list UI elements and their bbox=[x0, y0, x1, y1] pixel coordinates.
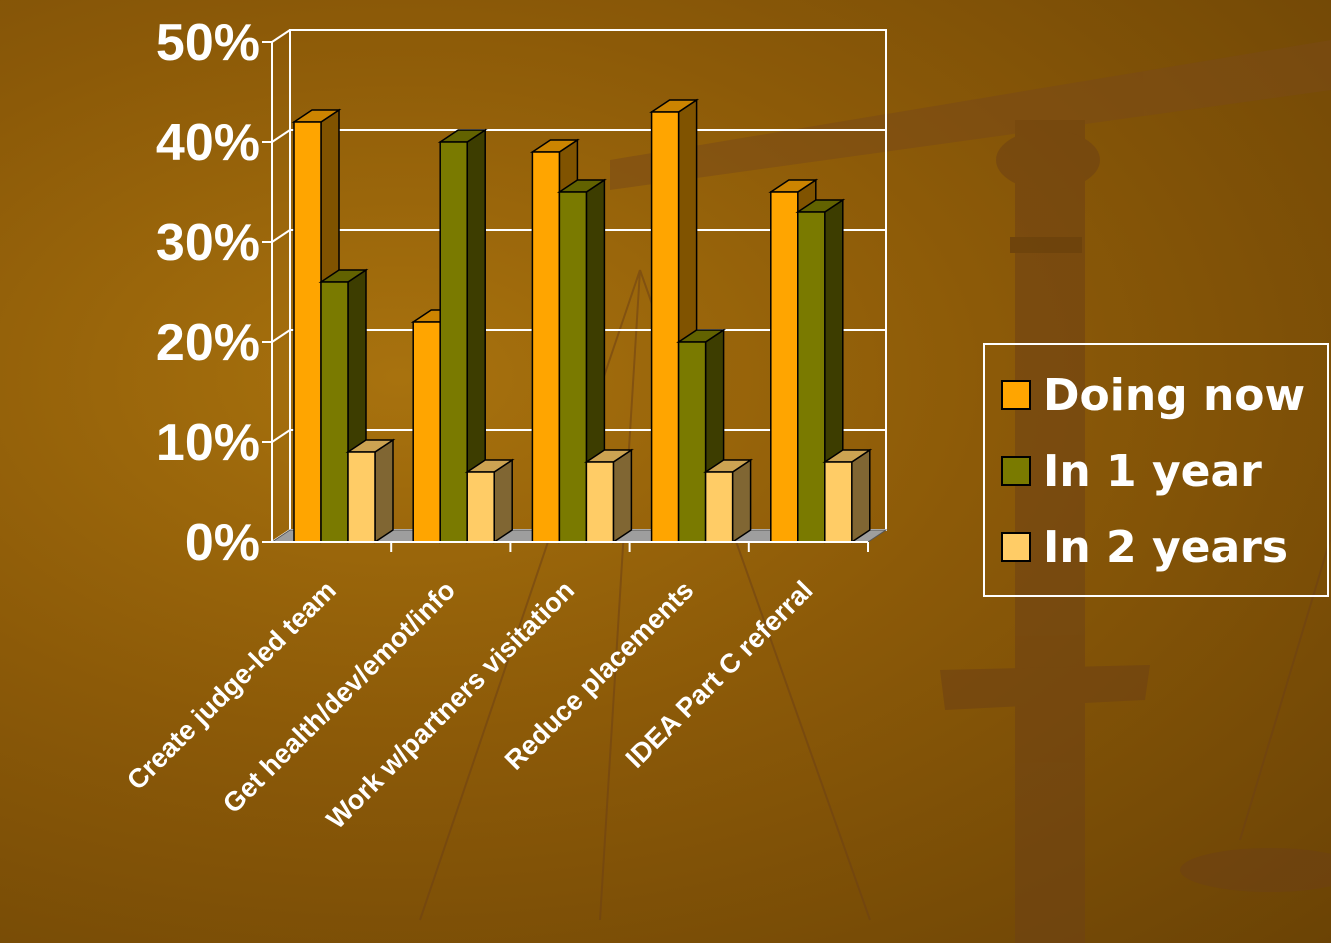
bar-front bbox=[293, 121, 322, 543]
legend-item-in-1-year: In 1 year bbox=[1001, 441, 1262, 501]
bar-front bbox=[412, 321, 441, 543]
legend: Doing now In 1 year In 2 years bbox=[983, 343, 1329, 597]
x-tick-label: Get health/dev/emot/info bbox=[217, 575, 461, 819]
bar-front bbox=[797, 211, 826, 543]
bar bbox=[556, 178, 607, 544]
bar-side bbox=[851, 448, 871, 544]
bar bbox=[345, 438, 396, 544]
bar bbox=[822, 448, 873, 544]
legend-swatch-in-2-years bbox=[1001, 532, 1031, 562]
gridline-depth bbox=[271, 129, 291, 143]
y-tick-label: 30% bbox=[156, 214, 260, 272]
bar-front bbox=[704, 471, 734, 543]
bar-side bbox=[731, 458, 752, 544]
y-tick-label: 10% bbox=[156, 414, 260, 472]
bar-side bbox=[612, 448, 633, 544]
bar-front bbox=[347, 451, 376, 543]
bar-front bbox=[531, 151, 561, 543]
bar-front bbox=[466, 471, 495, 543]
bar-front bbox=[770, 191, 799, 543]
legend-swatch-in-1-year bbox=[1001, 456, 1031, 486]
legend-label: In 1 year bbox=[1043, 445, 1262, 497]
bar-front bbox=[439, 141, 468, 543]
bar bbox=[703, 458, 754, 544]
legend-label: In 2 years bbox=[1043, 521, 1289, 573]
bar-front bbox=[650, 111, 680, 543]
bar-side bbox=[493, 458, 513, 544]
y-tick-label: 50% bbox=[156, 14, 260, 72]
gridline-depth bbox=[271, 429, 291, 443]
legend-item-in-2-years: In 2 years bbox=[1001, 517, 1288, 577]
scale-of-justice-illustration bbox=[419, 40, 1331, 943]
bar-front bbox=[585, 461, 615, 543]
bar bbox=[464, 458, 515, 544]
bars-layer bbox=[291, 98, 873, 544]
bar-side bbox=[374, 438, 394, 544]
x-tick-label: Create judge-led team bbox=[121, 575, 342, 796]
gridline-depth bbox=[271, 29, 291, 43]
legend-swatch-doing-now bbox=[1001, 380, 1031, 410]
bar-front bbox=[320, 281, 349, 543]
y-tick-label: 0% bbox=[185, 514, 260, 572]
legend-label: Doing now bbox=[1043, 369, 1306, 421]
bar bbox=[795, 198, 846, 544]
gridline-depth bbox=[271, 229, 291, 243]
bar-front bbox=[677, 341, 707, 543]
bar bbox=[583, 448, 634, 544]
bar-front bbox=[558, 191, 588, 543]
y-tick-label: 40% bbox=[156, 114, 260, 172]
bar bbox=[437, 128, 488, 544]
legend-item-doing-now: Doing now bbox=[1001, 365, 1305, 425]
gridline-depth bbox=[271, 329, 291, 343]
y-tick-label: 20% bbox=[156, 314, 260, 372]
bar-front bbox=[824, 461, 853, 543]
x-tick-label: Work w/partners visitation bbox=[321, 575, 581, 835]
